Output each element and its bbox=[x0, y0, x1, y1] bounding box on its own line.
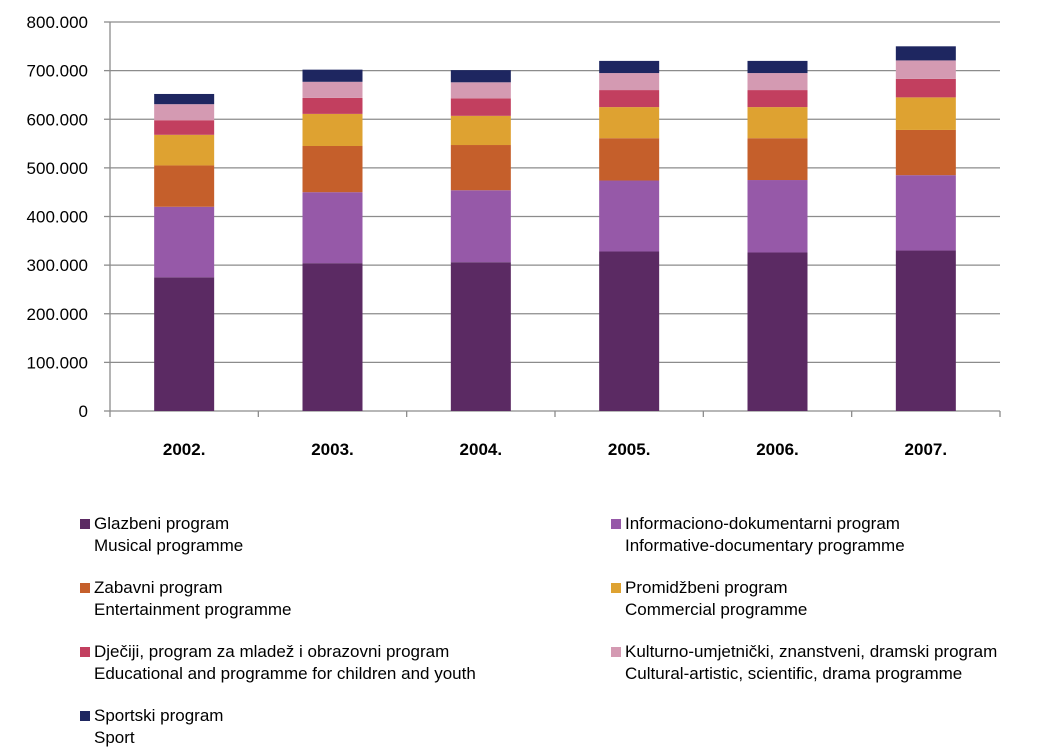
y-tick-label: 800.000 bbox=[27, 13, 88, 32]
bar-segment bbox=[450, 145, 511, 191]
chart: 0 100.000 200.000 300.000 400.000 500.000 600.… bbox=[27, 13, 1001, 459]
bar-segment bbox=[895, 60, 956, 79]
bar-segment bbox=[599, 138, 660, 181]
legend-swatch bbox=[611, 519, 621, 529]
legend-swatch bbox=[80, 583, 90, 593]
x-category-label: 2006. bbox=[756, 440, 799, 459]
legend-label: Sportski program bbox=[94, 706, 224, 725]
bar-segment bbox=[302, 263, 363, 411]
bar-segment bbox=[599, 251, 660, 411]
x-category-label: 2003. bbox=[311, 440, 354, 459]
y-tick-label: 700.000 bbox=[27, 62, 88, 81]
y-tick-label: 0 bbox=[79, 402, 88, 421]
legend-label-en: Musical programme bbox=[94, 536, 244, 555]
y-tick-label: 500.000 bbox=[27, 159, 88, 178]
bar-segment bbox=[599, 73, 660, 91]
bar-segment bbox=[154, 104, 215, 121]
bar-segment bbox=[747, 73, 808, 91]
x-category-label: 2002. bbox=[163, 440, 206, 459]
legend-label-en: Cultural-artistic, scientific, drama pro… bbox=[625, 664, 963, 683]
bar-segment bbox=[450, 70, 511, 83]
bar-segment bbox=[895, 97, 956, 130]
bar-segment bbox=[895, 129, 956, 176]
legend-swatch bbox=[80, 647, 90, 657]
legend-swatch bbox=[611, 583, 621, 593]
bar-segment bbox=[599, 180, 660, 252]
bar-segment bbox=[895, 46, 956, 61]
bar-segment bbox=[302, 69, 363, 82]
legend-label-en: Commercial programme bbox=[625, 600, 808, 619]
legend-swatch bbox=[80, 711, 90, 721]
y-tick-label: 200.000 bbox=[27, 305, 88, 324]
y-tick-label: 100.000 bbox=[27, 353, 88, 372]
y-tick-label: 300.000 bbox=[27, 256, 88, 275]
legend-label: Zabavni program bbox=[94, 578, 223, 597]
bar-segment bbox=[450, 82, 511, 99]
y-tick-label: 600.000 bbox=[27, 110, 88, 129]
bar-segment bbox=[599, 60, 660, 74]
legend-label-en: Informative-documentary programme bbox=[625, 536, 905, 555]
x-category-label: 2005. bbox=[608, 440, 651, 459]
bar-segment bbox=[154, 206, 215, 278]
bar-segment bbox=[895, 175, 956, 251]
legend-label: Kulturno-umjetnički, znanstveni, dramski… bbox=[625, 642, 998, 661]
bar-segment bbox=[154, 165, 215, 207]
bar-segment bbox=[747, 252, 808, 411]
bar-segment bbox=[302, 81, 363, 98]
x-category-label: 2004. bbox=[460, 440, 503, 459]
bar-segment bbox=[747, 90, 808, 108]
y-tick-label: 400.000 bbox=[27, 208, 88, 227]
legend-label: Informaciono-dokumentarni program bbox=[625, 514, 900, 533]
bar-segment bbox=[450, 115, 511, 146]
legend-swatch bbox=[611, 647, 621, 657]
bar-segment bbox=[747, 60, 808, 74]
bar-segment bbox=[302, 113, 363, 146]
bar-segment bbox=[599, 90, 660, 108]
bar-segment bbox=[450, 262, 511, 411]
legend-label-en: Educational and programme for children a… bbox=[94, 664, 476, 683]
legend-label: Glazbeni program bbox=[94, 514, 230, 533]
legend-swatch bbox=[80, 519, 90, 529]
bar-segment bbox=[154, 120, 215, 135]
legend-label-en: Sport bbox=[94, 728, 135, 747]
bar-segment bbox=[747, 107, 808, 139]
bar-segment bbox=[895, 78, 956, 98]
bar-segment bbox=[747, 138, 808, 181]
legend-label-en: Entertainment programme bbox=[94, 600, 292, 619]
bar-segment bbox=[747, 180, 808, 253]
bar-segment bbox=[599, 107, 660, 139]
bar-segment bbox=[895, 250, 956, 411]
bar-segment bbox=[450, 98, 511, 116]
bar-segment bbox=[302, 192, 363, 264]
legend-label: Promidžbeni program bbox=[625, 578, 788, 597]
bar-segment bbox=[154, 277, 215, 411]
bar-segment bbox=[450, 190, 511, 263]
x-category-label: 2007. bbox=[905, 440, 948, 459]
bar-segment bbox=[302, 97, 363, 114]
bar-segment bbox=[154, 93, 215, 105]
legend-label: Dječiji, program za mladež i obrazovni p… bbox=[94, 642, 450, 661]
bar-segment bbox=[154, 134, 215, 166]
bar-segment bbox=[302, 145, 363, 193]
